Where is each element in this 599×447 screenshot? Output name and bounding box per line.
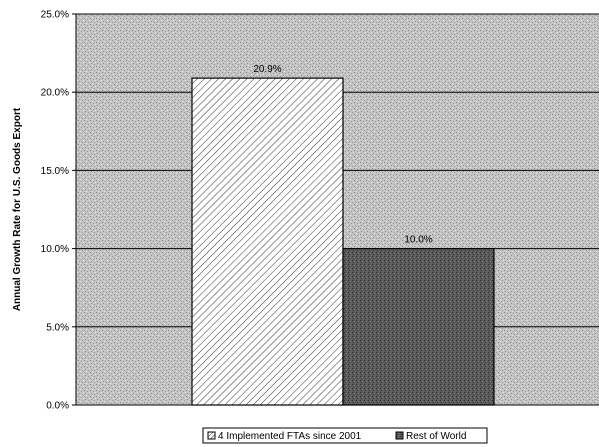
bar-rest-of-world bbox=[342, 248, 495, 406]
data-label: 20.9% bbox=[253, 64, 281, 75]
legend-label: Rest of World bbox=[406, 431, 466, 442]
y-axis-title: Annual Growth Rate for U.S. Goods Export bbox=[12, 107, 23, 311]
data-label: 10.0% bbox=[404, 235, 432, 246]
y-axis: 0.0% 5.0% 10.0% 15.0% 20.0% 25.0% bbox=[41, 10, 599, 412]
legend-swatch-implemented-ftas bbox=[207, 431, 216, 440]
y-tick-label: 0.0% bbox=[46, 401, 69, 412]
data-labels: 20.9% 10.0% bbox=[253, 64, 432, 245]
legend: 4 Implemented FTAs since 2001 Rest of Wor… bbox=[202, 427, 488, 444]
y-tick-label: 25.0% bbox=[41, 10, 69, 21]
bars bbox=[191, 77, 495, 406]
y-tick-label: 10.0% bbox=[41, 244, 69, 255]
legend-box bbox=[202, 427, 488, 444]
y-tick-label: 20.0% bbox=[41, 88, 69, 99]
legend-label: 4 Implemented FTAs since 2001 bbox=[218, 431, 362, 442]
y-tick-label: 15.0% bbox=[41, 166, 69, 177]
bar-implemented-ftas bbox=[191, 77, 344, 406]
legend-swatch-rest-of-world bbox=[395, 431, 404, 440]
y-tick-label: 5.0% bbox=[46, 322, 69, 333]
